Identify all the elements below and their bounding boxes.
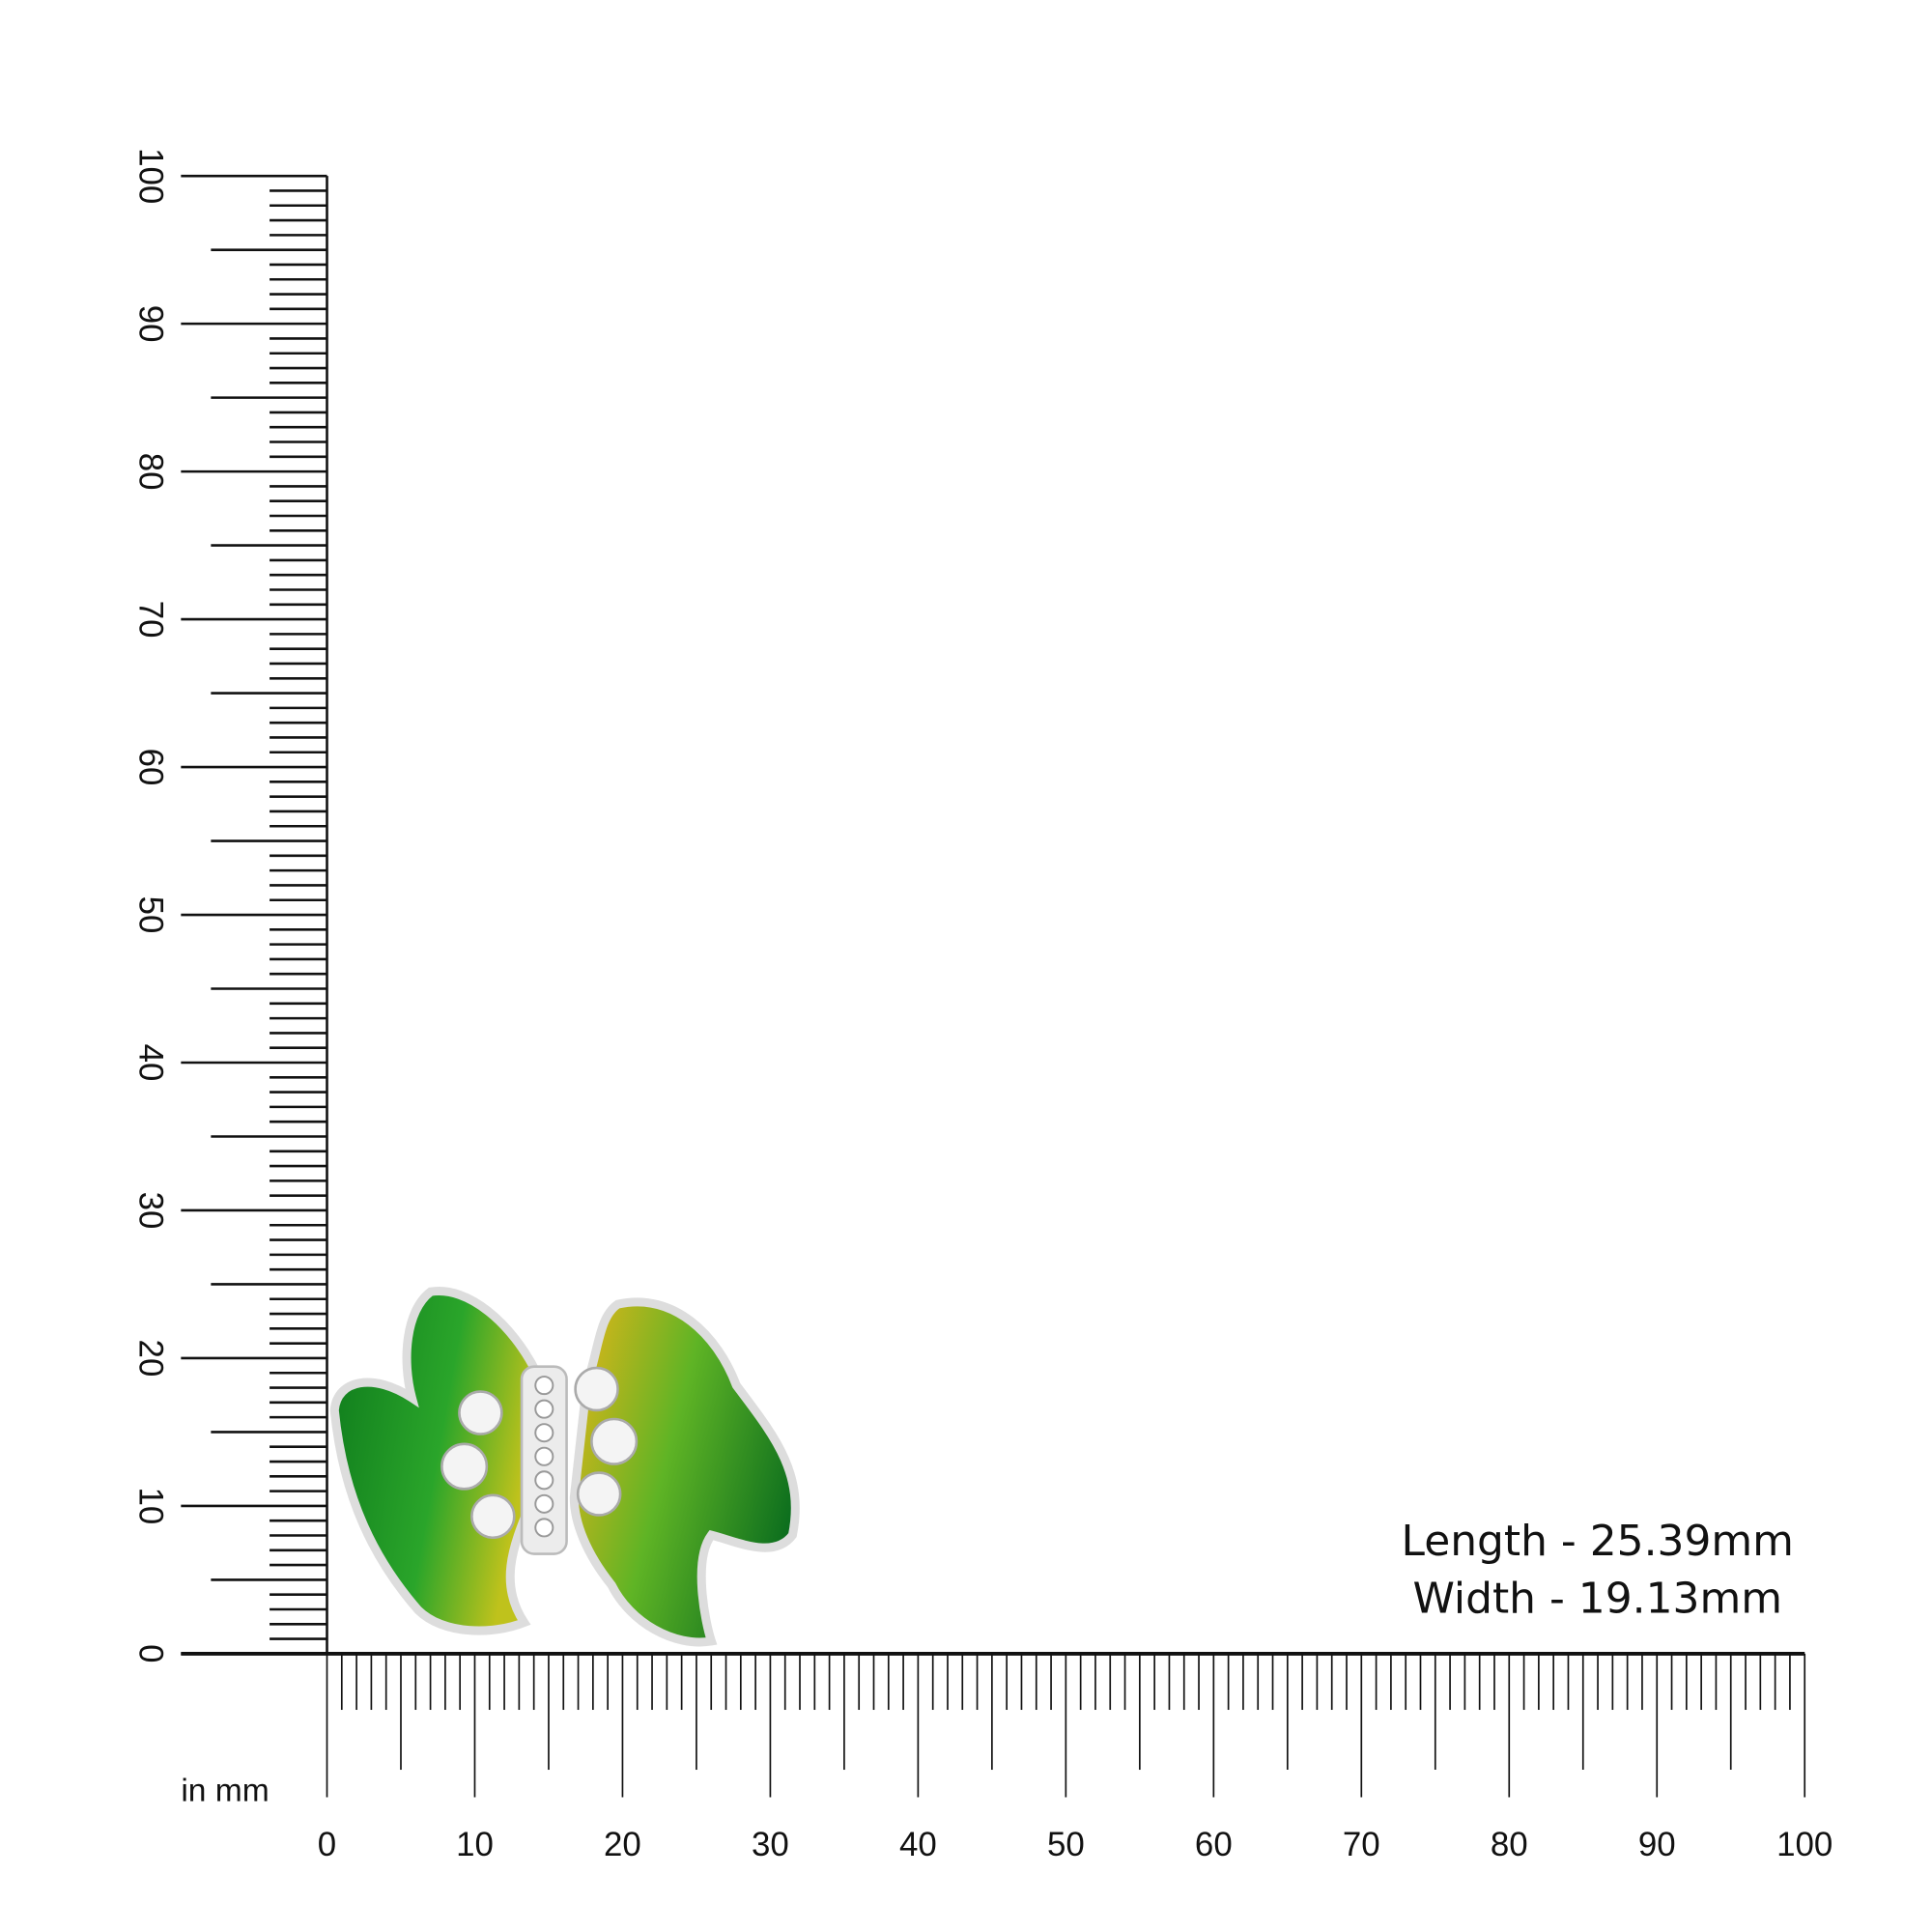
right-leaf: [569, 1297, 800, 1647]
x-tick-label: 30: [752, 1826, 789, 1863]
x-tick-label: 100: [1776, 1826, 1833, 1863]
x-tick-label: 90: [1638, 1826, 1676, 1863]
stone: [576, 1471, 622, 1517]
stones: [440, 1366, 639, 1540]
y-tick-label: 30: [132, 1192, 170, 1230]
bar-stone: [534, 1493, 554, 1514]
x-tick-label: 60: [1195, 1826, 1233, 1863]
bar-stone: [534, 1518, 554, 1538]
stone: [574, 1366, 619, 1412]
x-tick-label: 80: [1491, 1826, 1528, 1863]
bar-stone: [534, 1446, 554, 1466]
y-tick-label: 80: [132, 453, 170, 491]
vertical-ruler: 0 10 20 30 40 50 60 70 80 90 100: [132, 148, 328, 1663]
bar-stone: [534, 1423, 554, 1443]
bar-stone: [534, 1399, 554, 1419]
stone: [440, 1442, 489, 1491]
x-tick-label: 20: [604, 1826, 641, 1863]
x-tick-label: 10: [456, 1826, 494, 1863]
width-label: Width - 19.13mm: [1412, 1574, 1782, 1623]
stone: [458, 1390, 503, 1435]
y-tick-label: 40: [132, 1044, 170, 1082]
stone: [470, 1493, 516, 1540]
horizontal-ruler: 0 10 20 30 40 50 60 70 80 90 100: [181, 1651, 1833, 1863]
y-tick-label: 60: [132, 749, 170, 786]
x-tick-label: 70: [1343, 1826, 1380, 1863]
bar-stone: [534, 1376, 554, 1396]
earring-photo: [329, 1286, 800, 1647]
stone: [590, 1417, 639, 1465]
y-tick-label: 50: [132, 896, 170, 934]
y-tick-label: 90: [132, 305, 170, 343]
left-leaf: [329, 1286, 542, 1635]
length-label: Length - 25.39mm: [1402, 1517, 1794, 1566]
x-tick-label: 0: [318, 1826, 336, 1863]
y-tick-label: 20: [132, 1340, 170, 1378]
y-tick-label: 0: [132, 1644, 170, 1662]
x-tick-label: 40: [899, 1826, 937, 1863]
unit-label: in mm: [181, 1773, 269, 1808]
y-tick-label: 10: [132, 1488, 170, 1525]
y-tick-label: 70: [132, 601, 170, 639]
x-tick-label: 50: [1047, 1826, 1085, 1863]
bar-stone: [534, 1470, 554, 1491]
y-tick-label: 100: [132, 148, 170, 204]
